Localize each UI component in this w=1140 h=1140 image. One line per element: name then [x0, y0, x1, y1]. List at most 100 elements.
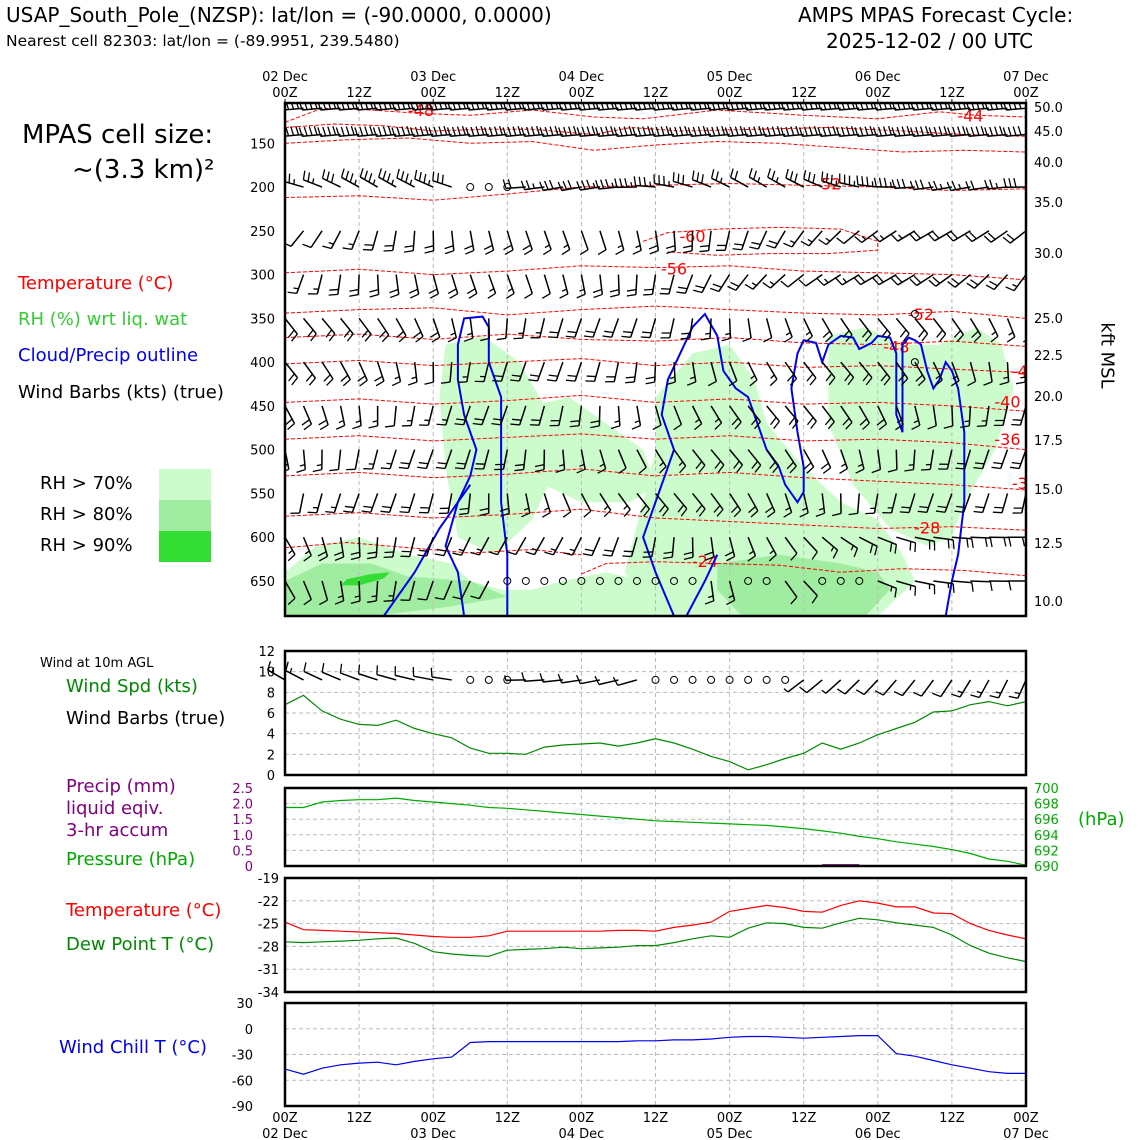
- wind-barb: [290, 493, 305, 514]
- wind-barb: [725, 103, 749, 111]
- barb-full: [917, 378, 926, 387]
- barb-half: [599, 463, 605, 468]
- wind-barb: [950, 361, 960, 387]
- wind-barb: [872, 230, 897, 243]
- barb-staff: [951, 317, 965, 336]
- barb-full: [508, 103, 512, 110]
- barb-full: [911, 424, 921, 431]
- barb-full: [676, 291, 686, 294]
- barb-full: [287, 597, 296, 606]
- barb-staff: [499, 405, 509, 425]
- barb-staff: [879, 230, 897, 243]
- wind-barb: [935, 493, 953, 513]
- barb-full: [581, 126, 586, 137]
- wind-barb: [503, 576, 512, 585]
- wind-barb: [988, 580, 1012, 591]
- barb-full: [702, 125, 707, 136]
- wind-barb: [910, 125, 934, 138]
- barb-staff: [285, 134, 286, 136]
- barb-full: [803, 462, 812, 470]
- barb-full: [322, 245, 332, 250]
- barb-staff: [561, 133, 582, 138]
- barb-staff: [858, 361, 873, 379]
- y-tick-label-kft: 25.0: [1034, 312, 1063, 327]
- barb-staff: [730, 176, 749, 188]
- barb-staff: [791, 230, 805, 248]
- barb-full: [391, 381, 401, 387]
- barb-full: [569, 425, 580, 428]
- barb-full: [724, 127, 729, 137]
- barb-full: [410, 103, 414, 111]
- barb-half: [1020, 376, 1026, 379]
- barb-full: [825, 335, 833, 343]
- barb-full: [388, 103, 392, 109]
- barb-full: [748, 103, 753, 110]
- barb-staff: [413, 274, 420, 295]
- y-tick-label-hpa: 450: [250, 400, 275, 415]
- wind-barb: [928, 273, 953, 287]
- barb-full: [330, 173, 335, 183]
- wind-barb: [914, 536, 936, 551]
- barb-full: [672, 172, 675, 182]
- barb-full: [952, 583, 955, 593]
- barb-full: [877, 126, 883, 137]
- wind-barb: [484, 675, 493, 684]
- wind-barb: [766, 230, 786, 249]
- barb-full: [281, 127, 284, 136]
- barb-staff: [610, 318, 620, 338]
- wind-barb: [412, 666, 434, 681]
- barb-staff: [302, 317, 317, 335]
- wind-barb: [609, 274, 620, 298]
- wind-barb: [385, 405, 397, 428]
- barb-staff: [481, 405, 490, 425]
- barb-full: [891, 179, 896, 189]
- barb-half: [354, 595, 360, 598]
- barb-staff: [913, 133, 934, 138]
- barb-full: [1002, 236, 1011, 244]
- barb-full: [346, 333, 354, 342]
- wind-barb: [354, 103, 378, 111]
- barb-full: [407, 103, 411, 109]
- wind-barb: [547, 318, 564, 339]
- wind-barb: [546, 361, 564, 382]
- wind-barb: [873, 103, 897, 111]
- wind-barb: [654, 449, 667, 474]
- wind-barb: [766, 405, 780, 429]
- barb-full: [277, 100, 280, 109]
- barb-full: [562, 180, 568, 190]
- barb-half: [857, 463, 864, 467]
- barb-full: [694, 423, 703, 431]
- barb-staff: [951, 536, 972, 540]
- calm-circle: [762, 675, 771, 684]
- wind-barb: [349, 274, 360, 297]
- barb-half: [649, 181, 652, 187]
- barb-staff: [431, 676, 452, 681]
- wind-barb: [636, 449, 647, 474]
- barb-full: [447, 337, 457, 343]
- wind-barb: [558, 125, 582, 138]
- barb-full: [925, 103, 930, 109]
- barb-staff: [803, 449, 815, 468]
- barb-full: [563, 103, 568, 110]
- wind-barb: [597, 230, 607, 256]
- barb-staff: [467, 493, 471, 514]
- barb-full: [970, 126, 975, 137]
- barb-full: [521, 103, 526, 111]
- barb-full: [625, 376, 636, 379]
- barb-full: [952, 103, 957, 110]
- wind-barb: [744, 576, 753, 585]
- barb-full: [840, 126, 845, 137]
- x-date-label-bottom: 03 Dec: [410, 1127, 456, 1140]
- barb-half: [293, 287, 299, 290]
- barb-staff: [806, 679, 823, 694]
- barb-full: [695, 504, 703, 513]
- wind-barb: [334, 580, 345, 605]
- barb-full: [734, 126, 739, 136]
- barb-full: [493, 418, 503, 421]
- barb-full: [263, 240, 271, 245]
- barb-staff: [821, 361, 836, 379]
- barb-full: [479, 507, 489, 512]
- barb-full: [604, 330, 614, 334]
- wind-barb: [321, 662, 341, 681]
